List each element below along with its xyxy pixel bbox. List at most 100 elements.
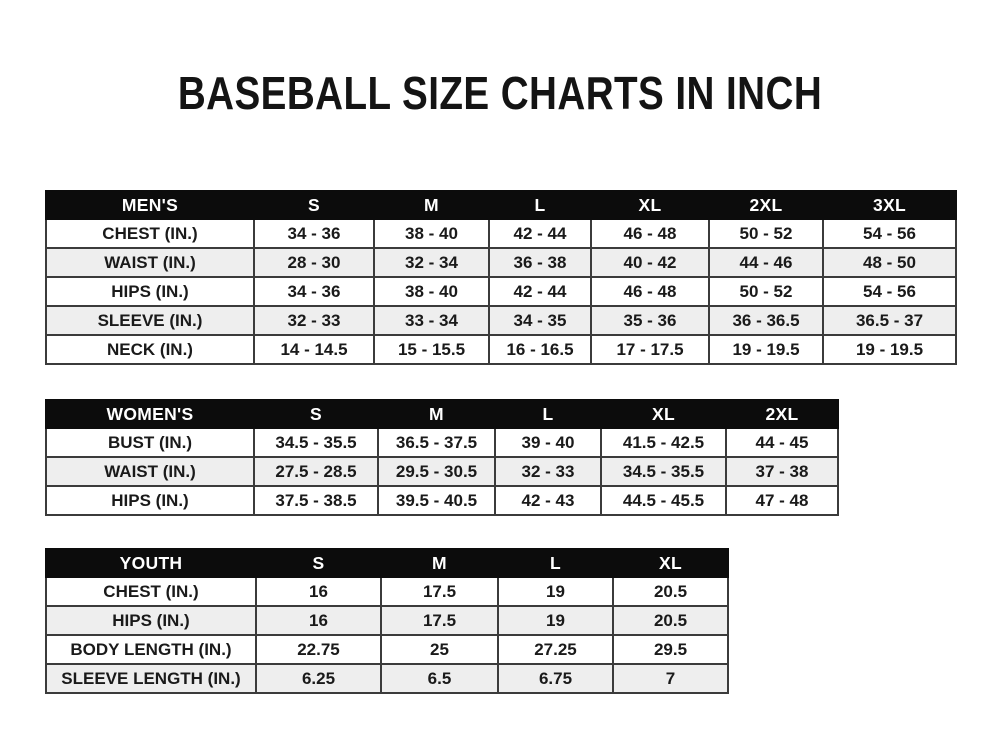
size-value-cell: 34.5 - 35.5 (253, 427, 379, 458)
youth-table-title: YOUTH (45, 548, 257, 578)
size-value-cell: 19 - 19.5 (708, 334, 824, 365)
size-column-header: L (494, 399, 602, 429)
measurement-label: BODY LENGTH (IN.) (45, 634, 257, 665)
size-column-header: XL (590, 190, 710, 220)
size-value-cell: 22.75 (255, 634, 382, 665)
size-value-cell: 6.25 (255, 663, 382, 694)
size-value-cell: 36 - 38 (488, 247, 592, 278)
size-value-cell: 39 - 40 (494, 427, 602, 458)
size-value-cell: 34 - 36 (253, 276, 375, 307)
table-row: CHEST (IN.) 34 - 36 38 - 40 42 - 44 46 - 48 5… (45, 218, 957, 249)
size-value-cell: 44 - 45 (725, 427, 839, 458)
table-row: BODY LENGTH (IN.) 22.75 25 27.25 29.5 (45, 634, 729, 665)
size-value-cell: 29.5 (612, 634, 729, 665)
page-title: BASEBALL SIZE CHARTS IN INCH (177, 67, 823, 119)
measurement-label: NECK (IN.) (45, 334, 255, 365)
size-value-cell: 25 (380, 634, 499, 665)
size-column-header: M (377, 399, 496, 429)
size-value-cell: 42 - 43 (494, 485, 602, 516)
size-value-cell: 7 (612, 663, 729, 694)
size-value-cell: 39.5 - 40.5 (377, 485, 496, 516)
size-column-header: 2XL (708, 190, 824, 220)
size-value-cell: 17.5 (380, 576, 499, 607)
womens-header-row: WOMEN'S S M L XL 2XL (45, 399, 839, 429)
size-value-cell: 29.5 - 30.5 (377, 456, 496, 487)
table-row: HIPS (IN.) 16 17.5 19 20.5 (45, 605, 729, 636)
size-value-cell: 44 - 46 (708, 247, 824, 278)
size-value-cell: 35 - 36 (590, 305, 710, 336)
size-column-header: M (373, 190, 490, 220)
size-value-cell: 20.5 (612, 576, 729, 607)
size-value-cell: 28 - 30 (253, 247, 375, 278)
size-value-cell: 27.25 (497, 634, 614, 665)
measurement-label: SLEEVE LENGTH (IN.) (45, 663, 257, 694)
size-column-header: L (488, 190, 592, 220)
table-row: SLEEVE (IN.) 32 - 33 33 - 34 34 - 35 35 - 36… (45, 305, 957, 336)
size-value-cell: 19 (497, 576, 614, 607)
table-row: CHEST (IN.) 16 17.5 19 20.5 (45, 576, 729, 607)
size-value-cell: 42 - 44 (488, 218, 592, 249)
size-value-cell: 34 - 36 (253, 218, 375, 249)
size-value-cell: 15 - 15.5 (373, 334, 490, 365)
size-value-cell: 54 - 56 (822, 218, 957, 249)
size-value-cell: 50 - 52 (708, 276, 824, 307)
size-value-cell: 32 - 34 (373, 247, 490, 278)
size-column-header: S (255, 548, 382, 578)
size-value-cell: 17.5 (380, 605, 499, 636)
size-value-cell: 41.5 - 42.5 (600, 427, 727, 458)
measurement-label: WAIST (IN.) (45, 247, 255, 278)
size-value-cell: 40 - 42 (590, 247, 710, 278)
womens-size-table-section: WOMEN'S S M L XL 2XL BUST (IN.) 34.5 - 35.5 36.5… (45, 399, 839, 516)
youth-size-table: YOUTH S M L XL CHEST (IN.) 16 17.5 19 20.5 HIPS (I… (45, 548, 729, 694)
table-row: NECK (IN.) 14 - 14.5 15 - 15.5 16 - 16.5 17 … (45, 334, 957, 365)
size-value-cell: 38 - 40 (373, 276, 490, 307)
youth-size-table-section: YOUTH S M L XL CHEST (IN.) 16 17.5 19 20.5 HIPS (I… (45, 548, 729, 694)
size-column-header: S (253, 190, 375, 220)
size-value-cell: 37.5 - 38.5 (253, 485, 379, 516)
size-value-cell: 33 - 34 (373, 305, 490, 336)
size-value-cell: 20.5 (612, 605, 729, 636)
size-column-header: S (253, 399, 379, 429)
size-value-cell: 16 (255, 605, 382, 636)
table-row: WAIST (IN.) 27.5 - 28.5 29.5 - 30.5 32 - 33… (45, 456, 839, 487)
measurement-label: CHEST (IN.) (45, 576, 257, 607)
size-value-cell: 54 - 56 (822, 276, 957, 307)
size-value-cell: 17 - 17.5 (590, 334, 710, 365)
size-value-cell: 34 - 35 (488, 305, 592, 336)
mens-size-table-section: MEN'S S M L XL 2XL 3XL CHEST (IN.) 34 - 36 38 - 4… (45, 190, 957, 365)
measurement-label: WAIST (IN.) (45, 456, 255, 487)
size-column-header: 3XL (822, 190, 957, 220)
size-value-cell: 50 - 52 (708, 218, 824, 249)
measurement-label: HIPS (IN.) (45, 485, 255, 516)
size-value-cell: 48 - 50 (822, 247, 957, 278)
mens-header-row: MEN'S S M L XL 2XL 3XL (45, 190, 957, 220)
size-value-cell: 46 - 48 (590, 276, 710, 307)
size-value-cell: 16 - 16.5 (488, 334, 592, 365)
measurement-label: BUST (IN.) (45, 427, 255, 458)
size-value-cell: 38 - 40 (373, 218, 490, 249)
mens-table-title: MEN'S (45, 190, 255, 220)
measurement-label: SLEEVE (IN.) (45, 305, 255, 336)
womens-table-title: WOMEN'S (45, 399, 255, 429)
size-value-cell: 16 (255, 576, 382, 607)
table-row: BUST (IN.) 34.5 - 35.5 36.5 - 37.5 39 - 40 4… (45, 427, 839, 458)
size-value-cell: 14 - 14.5 (253, 334, 375, 365)
womens-size-table: WOMEN'S S M L XL 2XL BUST (IN.) 34.5 - 35.5 36.5… (45, 399, 839, 516)
size-value-cell: 19 - 19.5 (822, 334, 957, 365)
youth-header-row: YOUTH S M L XL (45, 548, 729, 578)
size-value-cell: 44.5 - 45.5 (600, 485, 727, 516)
size-value-cell: 6.75 (497, 663, 614, 694)
measurement-label: CHEST (IN.) (45, 218, 255, 249)
size-column-header: 2XL (725, 399, 839, 429)
size-value-cell: 36.5 - 37.5 (377, 427, 496, 458)
table-row: HIPS (IN.) 37.5 - 38.5 39.5 - 40.5 42 - 43 4… (45, 485, 839, 516)
size-value-cell: 32 - 33 (253, 305, 375, 336)
size-value-cell: 42 - 44 (488, 276, 592, 307)
table-row: HIPS (IN.) 34 - 36 38 - 40 42 - 44 46 - 48 50… (45, 276, 957, 307)
table-row: SLEEVE LENGTH (IN.) 6.25 6.5 6.75 7 (45, 663, 729, 694)
size-value-cell: 27.5 - 28.5 (253, 456, 379, 487)
size-value-cell: 6.5 (380, 663, 499, 694)
size-value-cell: 36 - 36.5 (708, 305, 824, 336)
size-value-cell: 46 - 48 (590, 218, 710, 249)
